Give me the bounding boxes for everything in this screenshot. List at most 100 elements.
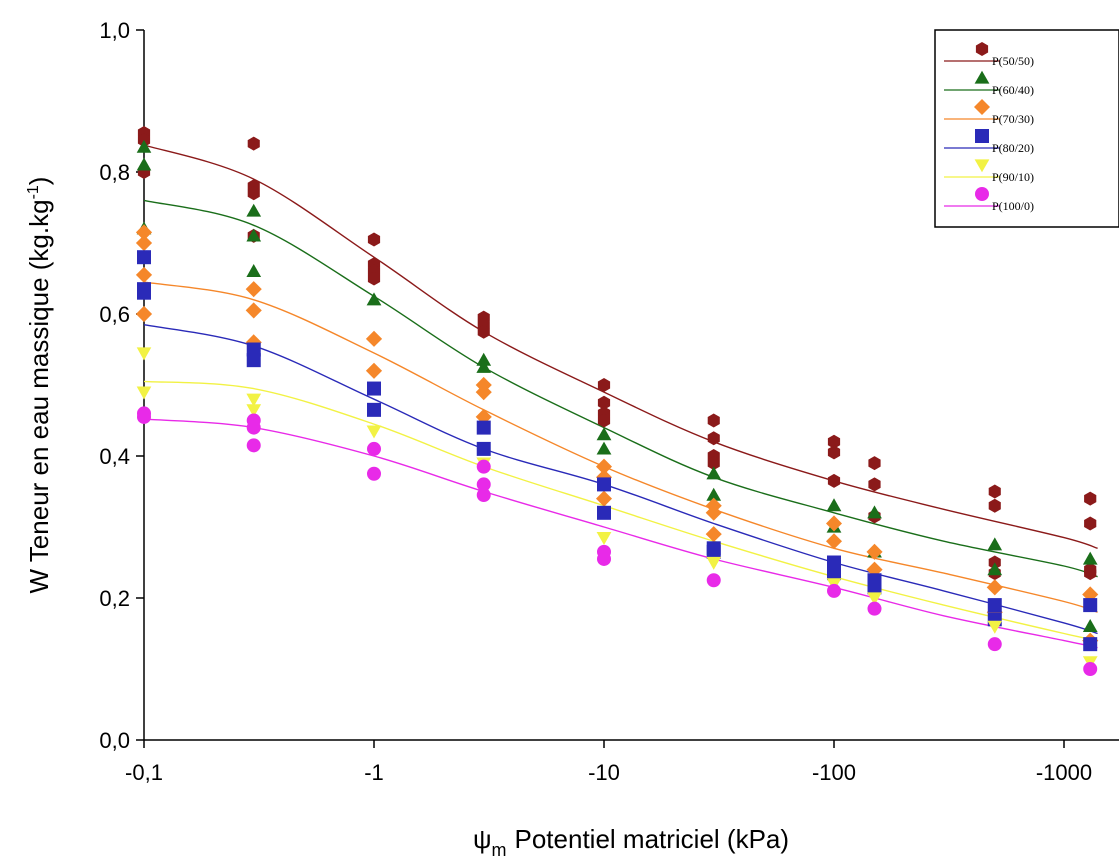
data-point-P(60/40) [246, 264, 262, 277]
fit-curve-P(50/50) [143, 144, 1098, 549]
data-point-P(70/30) [986, 579, 1003, 596]
data-point-P(70/30) [135, 266, 153, 283]
data-point-P(60/40) [136, 157, 152, 171]
legend-label: P(60/40) [992, 83, 1034, 97]
data-point-P(60/40) [246, 203, 262, 217]
data-point-P(60/40) [1082, 551, 1098, 565]
data-point-P(100/0) [706, 573, 721, 588]
y-tick-label: 0,2 [99, 586, 130, 611]
data-point-P(80/20) [367, 381, 381, 396]
data-point-P(60/40) [596, 427, 612, 441]
data-point-P(50/50) [367, 232, 381, 247]
legend-marker [974, 70, 990, 84]
data-point-P(50/50) [988, 498, 1001, 513]
y-tick-label: 0,0 [99, 728, 130, 753]
data-point-P(80/20) [827, 566, 841, 581]
data-point-P(50/50) [707, 456, 720, 471]
data-point-P(100/0) [367, 466, 381, 481]
legend-marker [975, 187, 989, 201]
legend: P(50/50) P(60/40) P(70/30) P(80/20) P(90/10)… [934, 29, 1119, 228]
data-point-P(60/40) [246, 228, 262, 242]
data-point-P(70/30) [245, 281, 262, 298]
legend-box [934, 29, 1119, 228]
y-tick-label: 0,6 [99, 302, 130, 327]
data-point-P(80/20) [597, 477, 611, 492]
data-point-P(80/20) [1083, 598, 1098, 613]
data-point-P(50/50) [1084, 566, 1097, 581]
legend-marker [974, 99, 990, 115]
data-points [135, 126, 1099, 676]
fitted-curves [143, 144, 1098, 649]
data-point-P(100/0) [476, 459, 491, 474]
data-point-P(90/10) [366, 425, 382, 439]
legend-label: P(80/20) [992, 141, 1034, 155]
y-ticks: 0,0 0,2 0,4 0,6 0,8 1,0 [99, 18, 144, 753]
data-point-P(70/30) [705, 526, 722, 543]
data-point-P(80/20) [476, 420, 491, 435]
data-point-P(60/40) [987, 562, 1003, 576]
data-point-P(100/0) [476, 488, 491, 503]
data-point-P(90/10) [706, 556, 722, 570]
data-point-P(100/0) [246, 420, 261, 435]
data-point-P(80/20) [597, 505, 611, 520]
data-point-P(100/0) [1083, 662, 1098, 676]
data-point-P(90/10) [246, 393, 262, 407]
data-point-P(70/30) [245, 302, 262, 319]
fit-curve-P(80/20) [143, 324, 1098, 635]
data-point-P(70/30) [826, 533, 842, 550]
data-point-P(70/30) [866, 543, 883, 560]
data-point-P(100/0) [137, 409, 151, 424]
data-point-P(50/50) [597, 413, 611, 428]
data-point-P(50/50) [827, 445, 841, 460]
data-point-P(50/50) [868, 477, 881, 492]
fit-curve-P(100/0) [143, 418, 1098, 649]
legend-label: P(70/30) [992, 112, 1034, 126]
data-point-P(80/20) [137, 250, 151, 265]
x-tick-label: -1 [364, 760, 384, 785]
data-point-P(50/50) [707, 431, 720, 446]
data-point-P(100/0) [867, 601, 882, 616]
data-point-P(80/20) [246, 342, 261, 357]
x-axis-title: ψm Potentiel matriciel (kPa) [473, 824, 789, 860]
data-point-P(50/50) [477, 324, 490, 339]
legend-marker [975, 129, 989, 143]
data-point-P(50/50) [597, 395, 611, 410]
legend-label: P(50/50) [992, 54, 1034, 68]
data-point-P(90/10) [136, 347, 152, 361]
data-point-P(60/40) [1082, 619, 1098, 632]
data-point-P(50/50) [1084, 516, 1097, 531]
x-tick-label: -1000 [1036, 760, 1092, 785]
fit-curve-P(90/10) [143, 380, 1098, 642]
data-point-P(70/30) [135, 305, 153, 323]
data-point-P(50/50) [827, 434, 841, 449]
data-point-P(50/50) [1084, 491, 1097, 506]
data-point-P(100/0) [246, 438, 261, 453]
x-tick-label: -0,1 [125, 760, 163, 785]
data-point-P(70/30) [135, 235, 153, 252]
data-point-P(80/20) [367, 402, 381, 417]
data-point-P(80/20) [137, 285, 151, 300]
y-tick-label: 0,4 [99, 444, 130, 469]
data-point-P(100/0) [367, 441, 381, 456]
data-point-P(80/20) [827, 555, 841, 570]
data-point-P(60/40) [987, 537, 1003, 551]
data-point-P(70/30) [365, 330, 383, 347]
data-point-P(100/0) [597, 551, 611, 566]
data-point-P(70/30) [596, 458, 612, 475]
data-point-P(80/20) [987, 598, 1002, 613]
data-point-P(60/40) [476, 352, 492, 366]
y-tick-label: 1,0 [99, 18, 130, 43]
y-tick-label: 0,8 [99, 160, 130, 185]
data-point-P(80/20) [867, 580, 882, 595]
data-point-P(90/10) [246, 404, 262, 418]
data-point-P(60/40) [706, 487, 722, 501]
data-point-P(100/0) [476, 477, 491, 492]
fit-curve-P(60/40) [143, 199, 1098, 578]
data-point-P(60/40) [596, 441, 612, 455]
data-point-P(100/0) [987, 637, 1002, 652]
legend-marker [975, 42, 989, 56]
data-point-P(50/50) [597, 378, 611, 392]
data-point-P(80/20) [706, 544, 721, 559]
data-point-P(50/50) [827, 473, 841, 488]
